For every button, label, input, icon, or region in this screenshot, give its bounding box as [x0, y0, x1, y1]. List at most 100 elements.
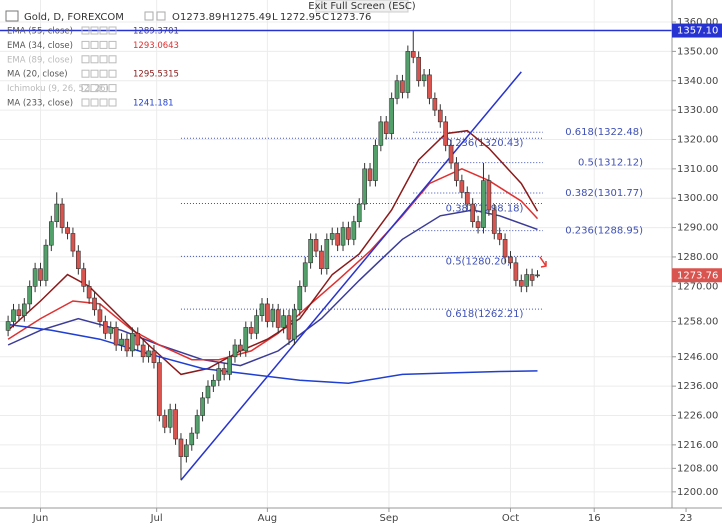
candle-body	[5, 321, 11, 331]
indicator-control[interactable]	[90, 26, 99, 35]
axes: 1360.00 1350.00 1340.00 1330.00 1320.00 1310.…	[32, 17, 722, 524]
candle-body	[427, 74, 432, 99]
x-tick-label: 23	[680, 513, 693, 524]
candle-body	[491, 209, 497, 234]
indicator-control[interactable]	[90, 84, 99, 93]
candle-body	[27, 286, 33, 305]
candle-body	[497, 233, 503, 240]
candle-body	[119, 338, 124, 346]
candle-body	[529, 274, 535, 281]
symbol-icon[interactable]	[5, 10, 19, 22]
indicator-control[interactable]	[108, 55, 117, 64]
indicator-control[interactable]	[108, 84, 117, 93]
candle-body	[265, 303, 270, 322]
y-tick-label: 1258.00	[677, 317, 718, 328]
candle-body	[54, 203, 60, 222]
candle-body	[157, 362, 162, 416]
y-tick-label: 1236.00	[677, 381, 718, 392]
candle-body	[437, 109, 443, 123]
indicator-control[interactable]	[108, 98, 117, 107]
candle-body	[21, 303, 27, 316]
candle-body	[184, 444, 189, 457]
candle-body	[113, 327, 119, 346]
candle-body	[221, 368, 227, 375]
candle-body	[405, 51, 411, 93]
y-tick-label: 1208.00	[677, 463, 718, 474]
settings-icon[interactable]	[144, 11, 154, 21]
indicator-name: EMA (55, close)	[7, 27, 73, 37]
indicator-control[interactable]	[81, 55, 90, 64]
indicator-control[interactable]	[81, 69, 90, 78]
candle-body	[259, 303, 265, 316]
candle-body	[329, 233, 335, 240]
candle-body	[48, 221, 54, 246]
indicator-control[interactable]	[108, 69, 117, 78]
indicator-control[interactable]	[81, 84, 90, 93]
indicator-control[interactable]	[90, 40, 99, 49]
candle-body	[513, 262, 519, 281]
candle-body	[394, 80, 400, 99]
ohlc-value: 1275.49	[230, 12, 271, 23]
y-tick-label: 1216.00	[677, 440, 718, 451]
candle-body	[86, 286, 92, 299]
indicator-control[interactable]	[99, 98, 108, 107]
indicator-name: Ichimoku (9, 26, 52, 26)	[7, 84, 109, 94]
settings-icon[interactable]	[156, 11, 166, 21]
fib-label: 0.382(1301.77)	[565, 188, 643, 199]
indicator-control[interactable]	[99, 40, 108, 49]
candle-body	[356, 203, 362, 222]
indicator-control[interactable]	[90, 55, 99, 64]
candle-body	[286, 315, 292, 340]
y-tick-label: 1226.00	[677, 411, 718, 422]
ohlc-value: 1273.89	[180, 12, 221, 23]
candle-body	[200, 397, 205, 416]
candle-body	[281, 315, 286, 328]
x-tick-label: Jun	[32, 513, 49, 524]
indicator-control[interactable]	[81, 98, 90, 107]
indicator-control[interactable]	[108, 26, 117, 35]
candle-body	[275, 309, 281, 328]
indicator-control[interactable]	[99, 26, 108, 35]
candle-body	[486, 180, 492, 211]
indicator-control[interactable]	[90, 98, 99, 107]
x-tick-label: Sep	[380, 513, 399, 524]
x-tick-label: 16	[588, 513, 601, 524]
candle-body	[38, 268, 43, 281]
indicator-control[interactable]	[99, 84, 108, 93]
candle-body	[524, 274, 530, 287]
candle-body	[416, 56, 421, 82]
candle-body	[103, 321, 108, 334]
y-tick-label: 1300.00	[677, 193, 718, 204]
x-tick-label: Oct	[502, 513, 519, 524]
candle-body	[162, 415, 168, 428]
candle-body	[508, 256, 513, 264]
candle-body	[410, 51, 416, 58]
candle-body	[324, 239, 330, 269]
candle-body	[335, 233, 340, 246]
candle-body	[140, 344, 146, 358]
indicator-name: EMA (89, close)	[7, 55, 73, 65]
tooltip-box	[315, 0, 409, 13]
tooltip-text: Exit Full Screen (ESC)	[308, 1, 416, 12]
candle-body	[454, 162, 459, 181]
indicator-control[interactable]	[99, 55, 108, 64]
candle-body	[313, 239, 319, 252]
indicator-control[interactable]	[81, 26, 90, 35]
candle-body	[302, 262, 308, 287]
indicator-control[interactable]	[99, 69, 108, 78]
x-tick-label: Jul	[150, 513, 163, 524]
candle-body	[232, 344, 238, 358]
candle-body	[108, 327, 114, 334]
candle-body	[238, 344, 243, 352]
candle-body	[297, 286, 303, 311]
indicator-value: 1295.5315	[133, 70, 179, 80]
fib-label: 0.618(1322.48)	[565, 127, 643, 138]
indicator-control[interactable]	[81, 40, 90, 49]
candle-body	[70, 233, 76, 252]
indicator-control[interactable]	[90, 69, 99, 78]
indicator-control[interactable]	[108, 40, 117, 49]
fib-label: 0.236(1288.95)	[565, 226, 643, 237]
candle-body	[178, 438, 184, 457]
candle-body	[211, 379, 216, 387]
candle-body	[11, 309, 16, 322]
